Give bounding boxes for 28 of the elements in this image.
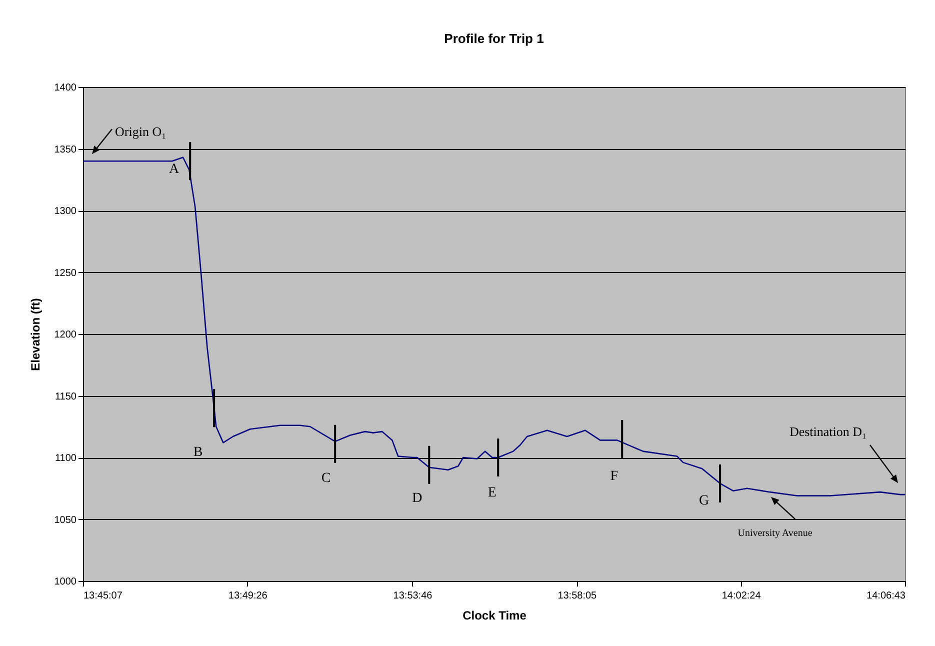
x-tick-label: 14:06:43	[866, 590, 906, 602]
annotation: University Avenue	[738, 528, 813, 539]
annotation: D	[412, 490, 422, 506]
y-tick-label: 1350	[54, 144, 77, 156]
annotation: E	[488, 486, 496, 500]
chart-title: Profile for Trip 1	[444, 31, 544, 46]
y-tick-label: 1100	[54, 453, 77, 464]
annotation: F	[610, 468, 618, 484]
x-tick-label: 13:45:07	[84, 590, 123, 602]
y-tick-label: 1150	[54, 391, 77, 402]
y-axis-title: Elevation (ft)	[28, 298, 42, 371]
y-tick-label: 1050	[54, 514, 77, 526]
y-tick-label: 1250	[54, 268, 77, 279]
y-tick-label: 1200	[54, 330, 77, 340]
x-tick-label: 13:49:26	[228, 590, 268, 602]
y-tick-label: 1300	[54, 206, 77, 217]
annotation: C	[321, 470, 331, 486]
x-tick-label: 14:02:24	[722, 590, 762, 602]
x-tick-label: 13:53:46	[393, 590, 433, 602]
y-tick-label: 1000	[54, 576, 77, 588]
annotation: B	[193, 445, 203, 460]
annotation: Destination D₁	[789, 424, 867, 439]
annotation: A	[169, 162, 180, 178]
annotation: Origin O₁	[115, 124, 166, 140]
x-axis-title: Clock Time	[462, 608, 527, 622]
x-tick-label: 13:58:05	[558, 590, 598, 602]
y-tick-label: 1400	[54, 82, 77, 94]
annotation: G	[698, 493, 710, 508]
